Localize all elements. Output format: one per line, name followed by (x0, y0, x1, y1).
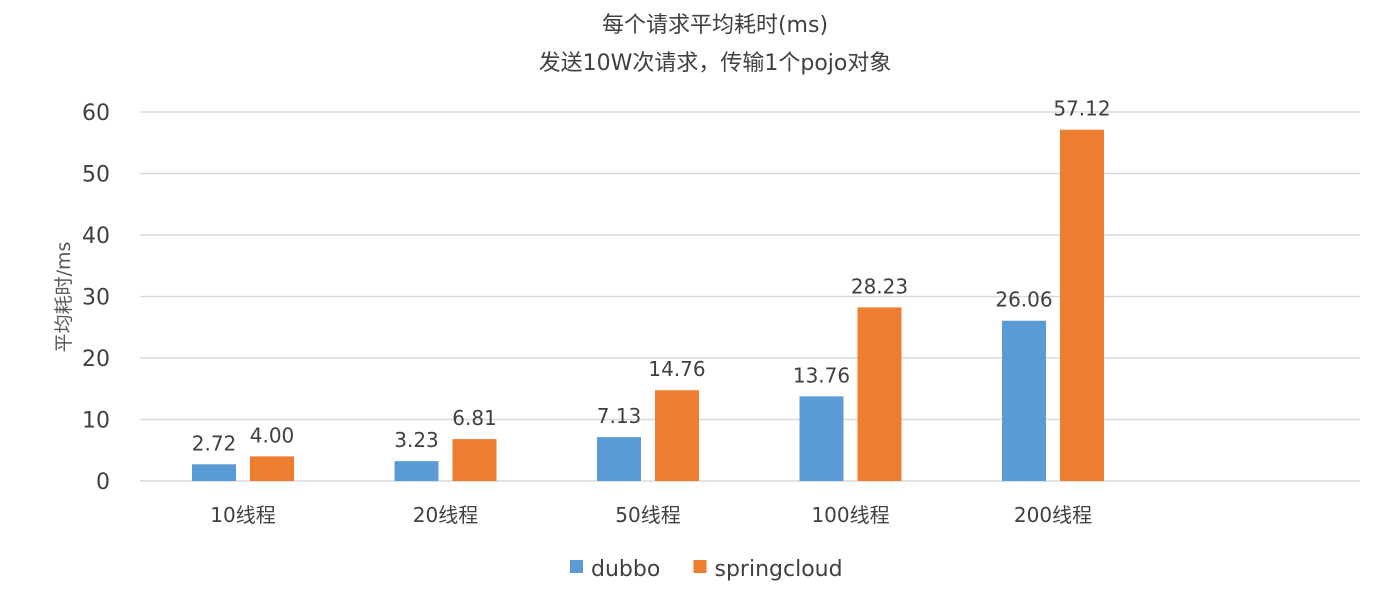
bars (192, 129, 1104, 481)
gridlines (140, 111, 1360, 482)
legend-label-dubbo: dubbo (591, 557, 660, 582)
x-category-label: 20线程 (413, 503, 478, 527)
bar-dubbo (192, 464, 236, 481)
data-label: 2.72 (192, 431, 237, 455)
legend: dubbo springcloud (570, 557, 843, 582)
bar-springcloud (857, 307, 902, 481)
x-category-label: 200线程 (1014, 503, 1092, 527)
bar-dubbo (799, 396, 844, 481)
y-axis-label: 平均耗时/ms (53, 242, 75, 353)
legend-label-springcloud: springcloud (715, 557, 843, 582)
y-tick-label: 10 (82, 409, 110, 434)
bar-springcloud (1060, 129, 1104, 481)
data-label: 57.12 (1053, 97, 1110, 121)
data-label: 13.76 (793, 363, 850, 387)
chart-title: 每个请求平均耗时(ms) (602, 13, 828, 38)
y-tick-label: 40 (82, 224, 110, 249)
data-label: 28.23 (851, 274, 908, 298)
bar-springcloud (452, 439, 497, 481)
y-tick-label: 20 (82, 347, 110, 372)
legend-swatch-dubbo (570, 560, 583, 573)
bar-springcloud (655, 390, 699, 481)
data-label: 26.06 (995, 288, 1052, 312)
data-label: 14.76 (648, 357, 705, 381)
data-label: 3.23 (394, 428, 439, 452)
data-label: 7.13 (597, 404, 642, 428)
x-category-label: 10线程 (210, 503, 275, 527)
chart-subtitle: 发送10W次请求，传输1个pojo对象 (539, 51, 892, 76)
data-label: 6.81 (452, 406, 497, 430)
bar-springcloud (250, 456, 294, 481)
x-axis-categories: 10线程 20线程 50线程 100线程 200线程 (210, 503, 1092, 527)
x-category-label: 50线程 (615, 503, 680, 527)
y-tick-label: 30 (82, 286, 110, 311)
y-tick-label: 50 (82, 163, 110, 188)
bar-dubbo (394, 461, 439, 481)
x-category-label: 100线程 (811, 503, 889, 527)
y-tick-label: 60 (82, 101, 110, 126)
legend-swatch-springcloud (693, 560, 707, 573)
bar-dubbo (1002, 320, 1046, 481)
y-axis-ticks: 0 10 20 30 40 50 60 (82, 101, 110, 495)
data-label: 4.00 (250, 423, 295, 447)
y-tick-label: 0 (96, 470, 110, 495)
bar-dubbo (597, 437, 641, 481)
